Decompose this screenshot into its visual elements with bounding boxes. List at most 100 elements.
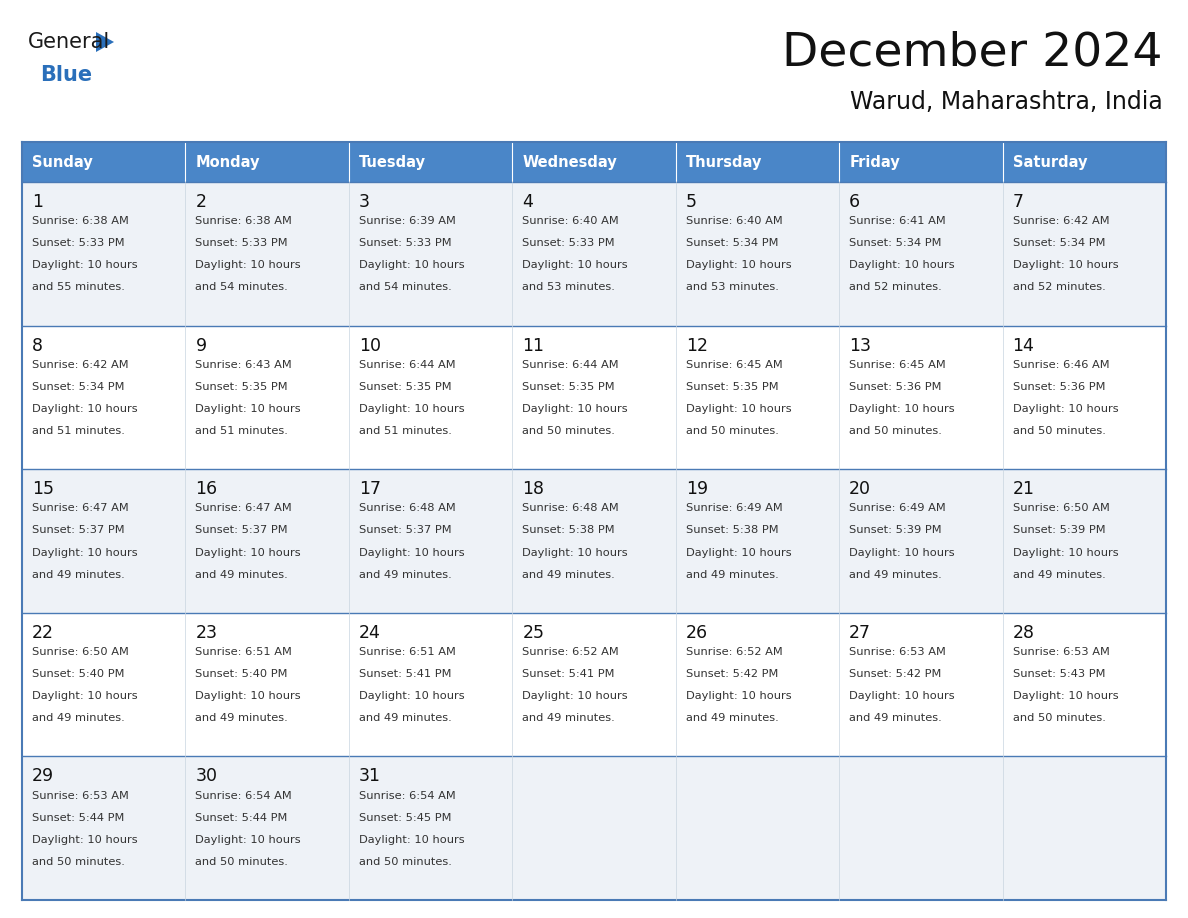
Text: 16: 16 — [196, 480, 217, 498]
Text: Daylight: 10 hours: Daylight: 10 hours — [359, 691, 465, 701]
Text: 31: 31 — [359, 767, 381, 786]
Text: Sunset: 5:39 PM: Sunset: 5:39 PM — [1012, 525, 1105, 535]
Bar — [349, 326, 512, 469]
Text: 10: 10 — [359, 337, 381, 354]
Text: and 49 minutes.: and 49 minutes. — [523, 713, 615, 723]
Text: Daylight: 10 hours: Daylight: 10 hours — [685, 261, 791, 271]
Text: 14: 14 — [1012, 337, 1035, 354]
Text: Sunrise: 6:40 AM: Sunrise: 6:40 AM — [685, 217, 783, 226]
Text: Sunrise: 6:49 AM: Sunrise: 6:49 AM — [849, 503, 946, 513]
Text: Daylight: 10 hours: Daylight: 10 hours — [685, 404, 791, 414]
Text: Sunrise: 6:50 AM: Sunrise: 6:50 AM — [1012, 503, 1110, 513]
Text: and 49 minutes.: and 49 minutes. — [359, 713, 451, 723]
Text: Daylight: 10 hours: Daylight: 10 hours — [1012, 547, 1118, 557]
Bar — [839, 142, 1003, 182]
Text: Sunrise: 6:42 AM: Sunrise: 6:42 AM — [1012, 217, 1110, 226]
Bar — [185, 469, 349, 613]
Bar — [185, 756, 349, 900]
Text: and 54 minutes.: and 54 minutes. — [359, 283, 451, 293]
Text: Daylight: 10 hours: Daylight: 10 hours — [32, 834, 138, 845]
Text: Daylight: 10 hours: Daylight: 10 hours — [849, 404, 955, 414]
Text: and 51 minutes.: and 51 minutes. — [32, 426, 125, 436]
Text: Daylight: 10 hours: Daylight: 10 hours — [359, 261, 465, 271]
Text: Sunset: 5:41 PM: Sunset: 5:41 PM — [359, 669, 451, 679]
Text: and 53 minutes.: and 53 minutes. — [523, 283, 615, 293]
Text: Daylight: 10 hours: Daylight: 10 hours — [196, 404, 301, 414]
Text: Wednesday: Wednesday — [523, 154, 617, 170]
Text: Sunrise: 6:52 AM: Sunrise: 6:52 AM — [685, 647, 783, 657]
Text: Daylight: 10 hours: Daylight: 10 hours — [32, 261, 138, 271]
Text: 25: 25 — [523, 624, 544, 642]
Text: Daylight: 10 hours: Daylight: 10 hours — [32, 547, 138, 557]
Text: 22: 22 — [32, 624, 53, 642]
Text: and 49 minutes.: and 49 minutes. — [1012, 570, 1105, 579]
Text: 24: 24 — [359, 624, 380, 642]
Text: and 50 minutes.: and 50 minutes. — [1012, 426, 1106, 436]
Text: Daylight: 10 hours: Daylight: 10 hours — [359, 547, 465, 557]
Bar — [1003, 182, 1165, 326]
Text: 18: 18 — [523, 480, 544, 498]
Text: Sunrise: 6:52 AM: Sunrise: 6:52 AM — [523, 647, 619, 657]
Text: Daylight: 10 hours: Daylight: 10 hours — [523, 691, 628, 701]
Bar — [512, 142, 676, 182]
Text: Sunset: 5:34 PM: Sunset: 5:34 PM — [685, 239, 778, 248]
Text: Sunrise: 6:45 AM: Sunrise: 6:45 AM — [849, 360, 946, 370]
Text: Sunrise: 6:48 AM: Sunrise: 6:48 AM — [359, 503, 456, 513]
Text: and 50 minutes.: and 50 minutes. — [196, 856, 289, 867]
Bar — [1003, 326, 1165, 469]
Bar — [23, 613, 185, 756]
Bar — [512, 182, 676, 326]
Bar — [185, 326, 349, 469]
Text: and 50 minutes.: and 50 minutes. — [32, 856, 125, 867]
Bar — [839, 182, 1003, 326]
Text: Sunset: 5:33 PM: Sunset: 5:33 PM — [196, 239, 287, 248]
Text: Daylight: 10 hours: Daylight: 10 hours — [1012, 691, 1118, 701]
Text: Sunrise: 6:49 AM: Sunrise: 6:49 AM — [685, 503, 783, 513]
Text: Daylight: 10 hours: Daylight: 10 hours — [685, 547, 791, 557]
Text: and 53 minutes.: and 53 minutes. — [685, 283, 778, 293]
Bar — [676, 613, 839, 756]
Text: and 49 minutes.: and 49 minutes. — [685, 713, 778, 723]
Polygon shape — [96, 32, 114, 52]
Bar — [23, 756, 185, 900]
Text: Daylight: 10 hours: Daylight: 10 hours — [196, 547, 301, 557]
Text: Sunrise: 6:41 AM: Sunrise: 6:41 AM — [849, 217, 946, 226]
Bar — [185, 142, 349, 182]
Text: Sunrise: 6:46 AM: Sunrise: 6:46 AM — [1012, 360, 1110, 370]
Text: Daylight: 10 hours: Daylight: 10 hours — [849, 691, 955, 701]
Text: Sunset: 5:37 PM: Sunset: 5:37 PM — [32, 525, 125, 535]
Text: Daylight: 10 hours: Daylight: 10 hours — [1012, 404, 1118, 414]
Text: Daylight: 10 hours: Daylight: 10 hours — [196, 691, 301, 701]
Text: Daylight: 10 hours: Daylight: 10 hours — [523, 404, 628, 414]
Text: 15: 15 — [32, 480, 53, 498]
Text: Sunset: 5:33 PM: Sunset: 5:33 PM — [32, 239, 125, 248]
Text: Sunrise: 6:45 AM: Sunrise: 6:45 AM — [685, 360, 783, 370]
Text: Thursday: Thursday — [685, 154, 762, 170]
Text: and 50 minutes.: and 50 minutes. — [685, 426, 778, 436]
Text: Friday: Friday — [849, 154, 899, 170]
Text: Sunrise: 6:48 AM: Sunrise: 6:48 AM — [523, 503, 619, 513]
Bar — [839, 326, 1003, 469]
Text: Sunset: 5:44 PM: Sunset: 5:44 PM — [196, 812, 287, 823]
Text: and 51 minutes.: and 51 minutes. — [196, 426, 289, 436]
Text: Blue: Blue — [40, 65, 93, 85]
Bar — [1003, 613, 1165, 756]
Text: Sunset: 5:34 PM: Sunset: 5:34 PM — [1012, 239, 1105, 248]
Text: 20: 20 — [849, 480, 871, 498]
Bar — [1003, 756, 1165, 900]
Text: Daylight: 10 hours: Daylight: 10 hours — [523, 547, 628, 557]
Text: Sunset: 5:43 PM: Sunset: 5:43 PM — [1012, 669, 1105, 679]
Text: Sunset: 5:34 PM: Sunset: 5:34 PM — [32, 382, 125, 392]
Bar — [839, 469, 1003, 613]
Bar — [23, 326, 185, 469]
Text: Sunrise: 6:51 AM: Sunrise: 6:51 AM — [359, 647, 456, 657]
Text: Sunrise: 6:47 AM: Sunrise: 6:47 AM — [32, 503, 128, 513]
Text: Sunset: 5:40 PM: Sunset: 5:40 PM — [196, 669, 287, 679]
Text: Sunrise: 6:53 AM: Sunrise: 6:53 AM — [1012, 647, 1110, 657]
Text: Tuesday: Tuesday — [359, 154, 425, 170]
Bar — [349, 142, 512, 182]
Text: and 50 minutes.: and 50 minutes. — [523, 426, 615, 436]
Text: Monday: Monday — [196, 154, 260, 170]
Text: 12: 12 — [685, 337, 708, 354]
Text: Sunset: 5:33 PM: Sunset: 5:33 PM — [523, 239, 615, 248]
